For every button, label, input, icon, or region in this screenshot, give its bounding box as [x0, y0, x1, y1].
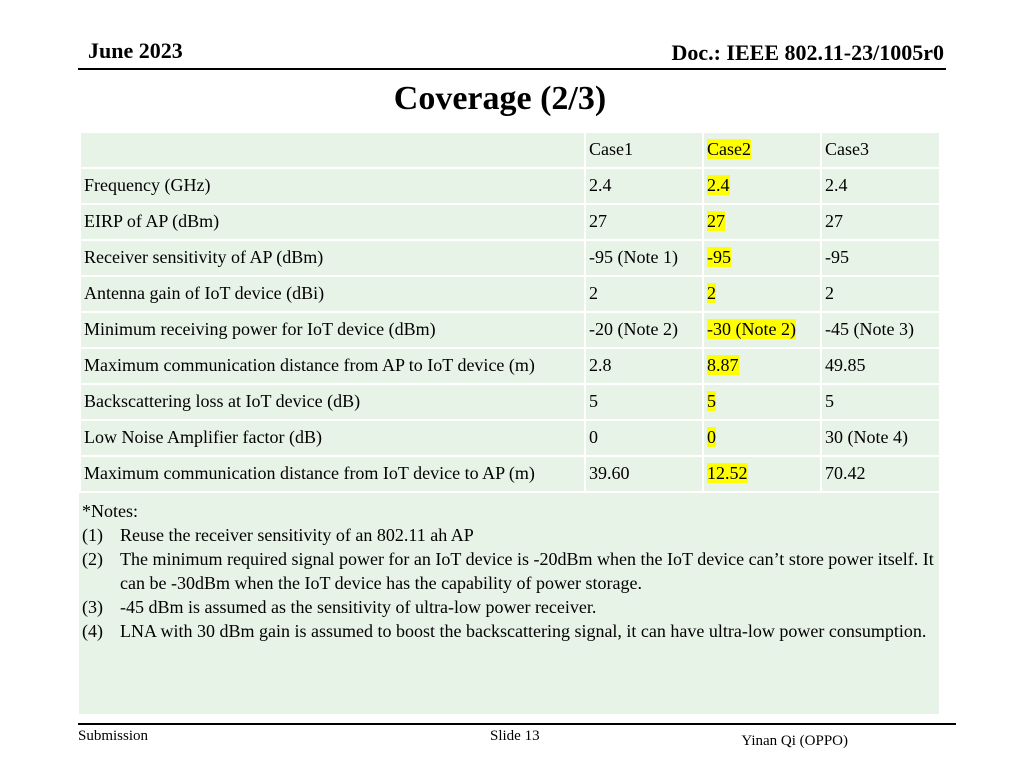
cell-case1: 2.4 — [584, 167, 704, 205]
note-text: LNA with 30 dBm gain is assumed to boost… — [120, 621, 927, 641]
header-date: June 2023 — [88, 38, 183, 63]
cell-case1: 27 — [584, 203, 704, 241]
note-number: (1) — [82, 525, 103, 545]
cell-case2: 5 — [702, 383, 822, 421]
note-item: (1) Reuse the receiver sensitivity of an… — [82, 523, 936, 547]
footer-author: Yinan Qi (OPPO) — [741, 733, 848, 749]
table-row: Minimum receiving power for IoT device (… — [79, 311, 941, 349]
cell-case3: 5 — [820, 383, 941, 421]
cell-case1: 5 — [584, 383, 704, 421]
header-rule — [78, 68, 946, 70]
table-row: Maximum communication distance from AP t… — [79, 347, 941, 385]
cell-case2: 27 — [702, 203, 822, 241]
header-cell-case2: Case2 — [702, 131, 822, 169]
cell-case1: -20 (Note 2) — [584, 311, 704, 349]
row-label: Maximum communication distance from AP t… — [79, 347, 586, 385]
cell-case3: 2 — [820, 275, 941, 313]
footer-rule — [78, 723, 956, 725]
table-row: Receiver sensitivity of AP (dBm) -95 (No… — [79, 239, 941, 277]
coverage-table: Case1 Case2 Case3 Frequency (GHz) 2.4 2.… — [79, 131, 941, 493]
highlight: -95 — [707, 247, 731, 267]
cell-case2: 2 — [702, 275, 822, 313]
cell-case3: 27 — [820, 203, 941, 241]
cell-case1: 2 — [584, 275, 704, 313]
table-row: Backscattering loss at IoT device (dB) 5… — [79, 383, 941, 421]
table-container: Case1 Case2 Case3 Frequency (GHz) 2.4 2.… — [79, 131, 941, 714]
highlight: -30 (Note 2) — [707, 319, 796, 339]
cell-case1: -95 (Note 1) — [584, 239, 704, 277]
cell-case2: 8.87 — [702, 347, 822, 385]
cell-case1: 0 — [584, 419, 704, 457]
table-row: Frequency (GHz) 2.4 2.4 2.4 — [79, 167, 941, 205]
slide-title: Coverage (2/3) — [393, 80, 607, 117]
table-row: Low Noise Amplifier factor (dB) 0 0 30 (… — [79, 419, 941, 457]
highlight: Case2 — [707, 139, 751, 159]
table-row: Antenna gain of IoT device (dBi) 2 2 2 — [79, 275, 941, 313]
footer-slide-number: Slide 13 — [490, 728, 540, 744]
note-item: (4) LNA with 30 dBm gain is assumed to b… — [82, 619, 936, 643]
row-label: Antenna gain of IoT device (dBi) — [79, 275, 586, 313]
cell-case3: 30 (Note 4) — [820, 419, 941, 457]
note-number: (3) — [82, 597, 103, 617]
header-cell-empty — [79, 131, 586, 169]
header-doc-id: Doc.: IEEE 802.11-23/1005r0 — [671, 40, 944, 65]
row-label: Minimum receiving power for IoT device (… — [79, 311, 586, 349]
row-label: Backscattering loss at IoT device (dB) — [79, 383, 586, 421]
row-label: EIRP of AP (dBm) — [79, 203, 586, 241]
cell-case3: -45 (Note 3) — [820, 311, 941, 349]
highlight: 0 — [707, 427, 716, 447]
note-text: The minimum required signal power for an… — [120, 549, 934, 593]
highlight: 8.87 — [707, 355, 739, 375]
cell-case2: 2.4 — [702, 167, 822, 205]
highlight: 27 — [707, 211, 725, 231]
note-text: Reuse the receiver sensitivity of an 802… — [120, 525, 474, 545]
header-cell-case3: Case3 — [820, 131, 941, 169]
row-label: Frequency (GHz) — [79, 167, 586, 205]
cell-case3: 49.85 — [820, 347, 941, 385]
note-item: (2) The minimum required signal power fo… — [82, 547, 936, 595]
notes-section: *Notes: (1) Reuse the receiver sensitivi… — [79, 493, 939, 649]
note-item: (3) -45 dBm is assumed as the sensitivit… — [82, 595, 936, 619]
cell-case2: 0 — [702, 419, 822, 457]
table-row: Maximum communication distance from IoT … — [79, 455, 941, 493]
notes-heading: *Notes: — [82, 501, 138, 521]
row-label: Low Noise Amplifier factor (dB) — [79, 419, 586, 457]
header-cell-case1: Case1 — [584, 131, 704, 169]
cell-case2: 12.52 — [702, 455, 822, 493]
footer-submission: Submission — [78, 728, 149, 744]
cell-case2: -95 — [702, 239, 822, 277]
row-label: Receiver sensitivity of AP (dBm) — [79, 239, 586, 277]
cell-case1: 39.60 — [584, 455, 704, 493]
cell-case3: -95 — [820, 239, 941, 277]
highlight: 12.52 — [707, 463, 748, 483]
table-row: EIRP of AP (dBm) 27 27 27 — [79, 203, 941, 241]
highlight: 5 — [707, 391, 716, 411]
highlight: 2 — [707, 283, 716, 303]
row-label: Maximum communication distance from IoT … — [79, 455, 586, 493]
note-number: (2) — [82, 549, 103, 569]
note-text: -45 dBm is assumed as the sensitivity of… — [120, 597, 597, 617]
cell-case2: -30 (Note 2) — [702, 311, 822, 349]
cell-case3: 70.42 — [820, 455, 941, 493]
cell-case1: 2.8 — [584, 347, 704, 385]
highlight: 2.4 — [707, 175, 730, 195]
cell-case3: 2.4 — [820, 167, 941, 205]
table-header-row: Case1 Case2 Case3 — [79, 131, 941, 169]
notes-list: (1) Reuse the receiver sensitivity of an… — [82, 523, 936, 643]
note-number: (4) — [82, 621, 103, 641]
